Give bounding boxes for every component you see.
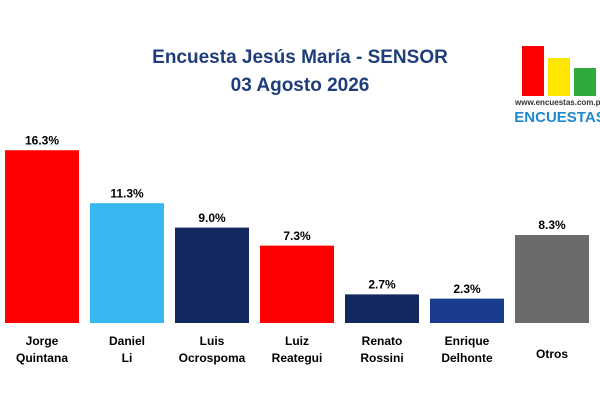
category-label: Reategui	[272, 351, 323, 365]
bar	[175, 227, 249, 323]
category-label: Daniel	[109, 334, 145, 348]
category-label: Enrique	[445, 334, 490, 348]
logo-block	[574, 68, 596, 96]
category-label: Li	[122, 351, 133, 365]
value-label: 11.3%	[110, 186, 144, 200]
logo-brand: ENCUESTAS	[514, 109, 600, 126]
chart-subtitle: 03 Agosto 2026	[231, 75, 370, 96]
category-label: Otros	[536, 347, 568, 361]
category-label: Ocrospoma	[179, 351, 246, 365]
category-label: Luiz	[285, 334, 309, 348]
value-label: 2.3%	[453, 282, 481, 296]
value-label: 7.3%	[283, 229, 311, 243]
category-label: Luis	[200, 334, 225, 348]
category-label: Quintana	[16, 351, 68, 365]
logo-block	[522, 46, 544, 96]
value-label: 8.3%	[538, 218, 566, 232]
value-label: 16.3%	[25, 133, 59, 147]
bar	[345, 294, 419, 323]
category-label: Jorge	[26, 334, 59, 348]
bar	[5, 150, 79, 323]
bar	[430, 298, 504, 323]
bar	[90, 203, 164, 323]
logo: www.encuestas.com.pe ENCUESTAS	[514, 46, 600, 126]
chart-title: Encuesta Jesús María - SENSOR	[152, 47, 448, 68]
value-label: 9.0%	[198, 211, 226, 225]
category-label: Renato	[362, 334, 403, 348]
bar	[515, 235, 589, 323]
bar	[260, 245, 334, 323]
value-label: 2.7%	[368, 278, 396, 292]
logo-block	[548, 58, 570, 96]
category-label: Delhonte	[441, 351, 493, 365]
category-label: Rossini	[360, 351, 403, 365]
logo-url: www.encuestas.com.pe	[514, 98, 600, 107]
